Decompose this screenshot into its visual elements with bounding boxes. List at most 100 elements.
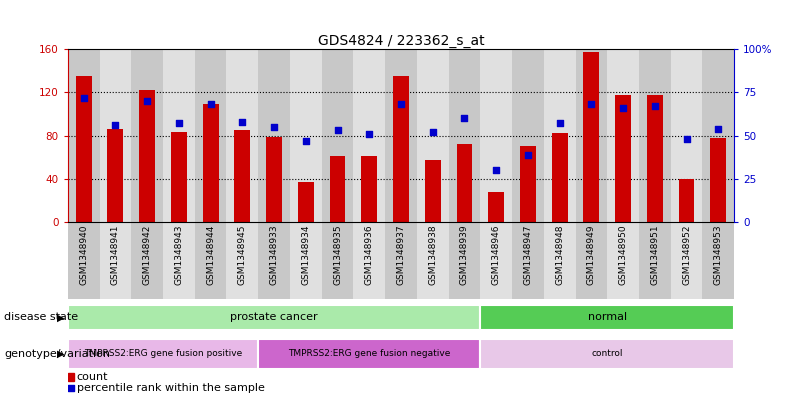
Point (140, 98, 153, 104)
Text: GSM1348947: GSM1348947 (523, 224, 532, 285)
Bar (615, 94, 631, 222)
Bar (607, 49, 639, 222)
Bar (448, 49, 480, 222)
Bar (139, 90, 155, 222)
Text: GSM1348935: GSM1348935 (333, 224, 342, 285)
Bar (259, 222, 290, 299)
Bar (417, 49, 448, 222)
Bar (448, 222, 480, 299)
Point (426, 129, 439, 135)
Bar (425, 160, 440, 222)
Bar (132, 222, 163, 299)
Bar (417, 222, 448, 299)
Bar (702, 222, 734, 299)
Bar (512, 49, 543, 222)
Text: GSM1348949: GSM1348949 (587, 224, 596, 285)
Text: GSM1348951: GSM1348951 (650, 224, 659, 285)
Point (267, 124, 280, 130)
Text: GSM1348942: GSM1348942 (143, 224, 152, 285)
Bar (520, 146, 535, 222)
Text: TMPRSS2:ERG gene fusion negative: TMPRSS2:ERG gene fusion negative (288, 349, 450, 358)
Point (649, 103, 662, 109)
Bar (259, 339, 480, 369)
Text: TMPRSS2:ERG gene fusion positive: TMPRSS2:ERG gene fusion positive (84, 349, 242, 358)
Bar (575, 49, 607, 222)
Bar (68, 339, 259, 369)
Bar (670, 222, 702, 299)
Text: GSM1348952: GSM1348952 (682, 224, 691, 285)
Bar (195, 49, 227, 222)
Text: ▶: ▶ (57, 349, 65, 359)
Text: count: count (77, 372, 109, 382)
Bar (68, 49, 100, 222)
Point (585, 101, 598, 108)
Text: GSM1348941: GSM1348941 (111, 224, 120, 285)
Bar (235, 130, 251, 222)
Bar (171, 132, 187, 222)
Bar (678, 179, 694, 222)
Text: prostate cancer: prostate cancer (231, 312, 318, 322)
Bar (68, 222, 100, 299)
Bar (551, 133, 567, 222)
Bar (480, 49, 512, 222)
Text: GSM1348943: GSM1348943 (175, 224, 184, 285)
Text: GSM1348950: GSM1348950 (618, 224, 627, 285)
Bar (543, 222, 575, 299)
Bar (76, 76, 92, 222)
Bar (259, 49, 290, 222)
Bar (132, 49, 163, 222)
Bar (456, 144, 472, 222)
Point (458, 115, 471, 121)
Bar (68, 305, 480, 330)
Bar (68, 373, 74, 381)
Bar (100, 222, 132, 299)
Point (490, 167, 503, 173)
Text: GSM1348940: GSM1348940 (79, 224, 89, 285)
Bar (100, 49, 132, 222)
Point (712, 125, 725, 132)
Bar (639, 222, 670, 299)
Point (617, 105, 630, 111)
Text: GSM1348946: GSM1348946 (492, 224, 500, 285)
Text: normal: normal (587, 312, 626, 322)
Point (172, 120, 185, 127)
Bar (298, 182, 314, 222)
Point (299, 138, 312, 144)
Bar (702, 49, 734, 222)
Bar (385, 49, 417, 222)
Point (204, 101, 217, 108)
Text: GSM1348937: GSM1348937 (397, 224, 405, 285)
Bar (393, 76, 409, 222)
Bar (163, 49, 195, 222)
Point (394, 101, 407, 108)
Bar (322, 49, 354, 222)
Bar (488, 192, 504, 222)
Text: percentile rank within the sample: percentile rank within the sample (77, 383, 265, 393)
Bar (203, 104, 219, 222)
Bar (575, 222, 607, 299)
Text: GSM1348934: GSM1348934 (302, 224, 310, 285)
Text: GSM1348939: GSM1348939 (460, 224, 469, 285)
Bar (290, 222, 322, 299)
Text: ▶: ▶ (57, 312, 65, 322)
Bar (480, 339, 734, 369)
Bar (385, 222, 417, 299)
Point (680, 136, 693, 142)
Bar (670, 49, 702, 222)
Title: GDS4824 / 223362_s_at: GDS4824 / 223362_s_at (318, 34, 484, 48)
Bar (583, 52, 599, 222)
Bar (480, 305, 734, 330)
Point (77, 94, 90, 101)
Bar (195, 222, 227, 299)
Text: disease state: disease state (4, 312, 78, 322)
Bar (108, 129, 124, 222)
Point (236, 119, 249, 125)
Text: control: control (591, 349, 623, 358)
Text: GSM1348945: GSM1348945 (238, 224, 247, 285)
Bar (354, 49, 385, 222)
Text: GSM1348948: GSM1348948 (555, 224, 564, 285)
Point (522, 151, 535, 158)
Text: genotype/variation: genotype/variation (4, 349, 110, 359)
Bar (227, 222, 259, 299)
Bar (322, 222, 354, 299)
